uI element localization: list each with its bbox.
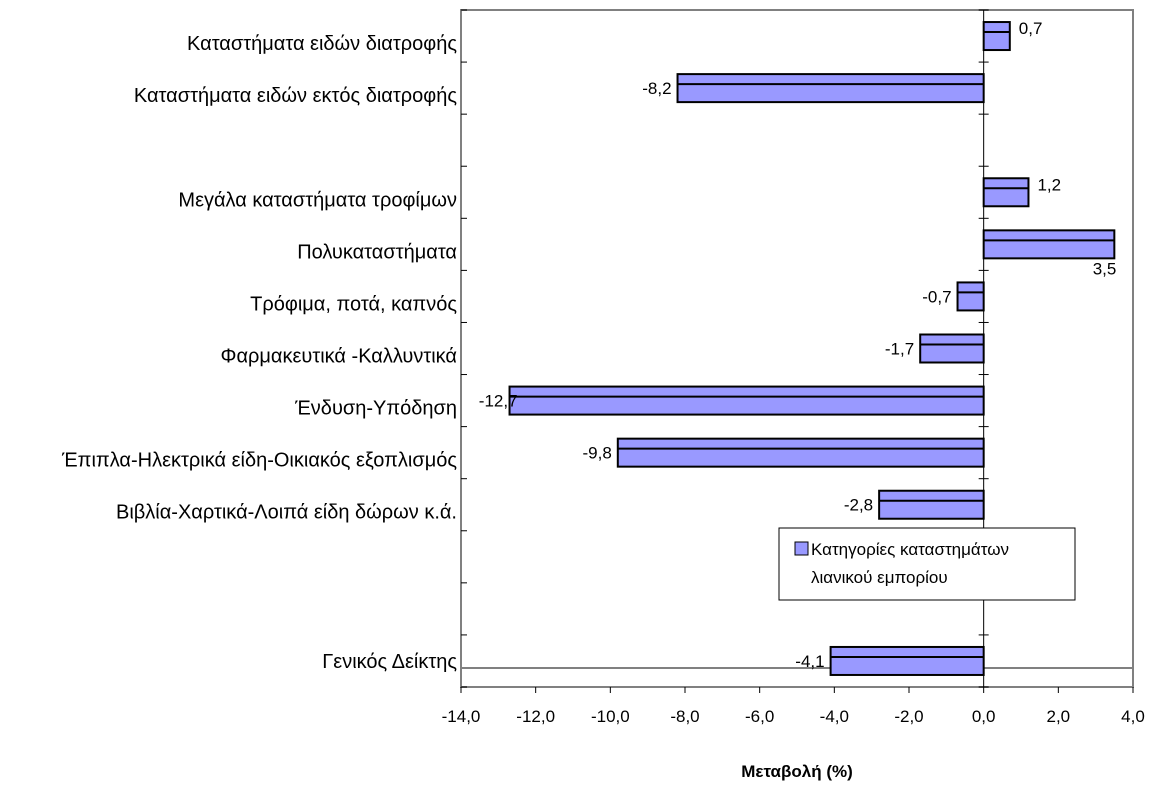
data-label: -8,2 [642, 79, 671, 98]
x-tick-label: -10,0 [591, 707, 630, 726]
x-tick-label: 0,0 [972, 707, 996, 726]
category-label: Έπιπλα-Ηλεκτρικά είδη-Οικιακός εξοπλισμό… [61, 450, 457, 472]
bar [508, 385, 985, 416]
category-label: Γενικός Δείκτης [322, 651, 457, 673]
legend-box [778, 527, 1076, 601]
category-label: Βιβλία-Χαρτικά-Λοιπά είδη δώρων κ.ά. [116, 502, 457, 524]
legend-text-line-2: λιανικού εμπορίου [811, 568, 948, 587]
x-tick-label: -6,0 [745, 707, 774, 726]
legend-text-line-1: Κατηγορίες καταστημάτων [811, 540, 1009, 559]
labels: -14,0 -12,0 -10,0 -8,0 -6,0 -4,0 -2,0 0,0 2,0 4,0… [61, 19, 1145, 726]
legend: Κατηγορίες καταστημάτων λιανικού εμπορίο… [778, 527, 1076, 601]
bar [878, 489, 985, 520]
data-label: -9,8 [583, 444, 612, 463]
data-label: 3,5 [1093, 259, 1117, 278]
x-tick-label: -14,0 [442, 707, 481, 726]
category-label: Τρόφιμα, ποτά, καπνός [250, 293, 457, 315]
x-axis-title: Μεταβολή (%) [741, 762, 853, 781]
data-label: -2,8 [844, 496, 873, 515]
bar [982, 21, 1011, 52]
x-tick-label: -2,0 [894, 707, 923, 726]
bar [919, 333, 985, 364]
legend-swatch [794, 541, 809, 556]
data-label: -1,7 [885, 340, 914, 359]
bar [982, 229, 1116, 260]
data-label: 1,2 [1037, 175, 1061, 194]
category-label: Μεγάλα καταστήματα τροφίμων [178, 189, 457, 211]
bars [508, 21, 1116, 676]
x-tick-label: 4,0 [1121, 707, 1145, 726]
bar [982, 177, 1030, 208]
data-label: -4,1 [795, 652, 824, 671]
bar [956, 281, 985, 312]
bar [676, 73, 985, 104]
category-label: Καταστήματα ειδών εκτός διατροφής [134, 85, 457, 107]
x-tick-label: -8,0 [670, 707, 699, 726]
data-label: -12,7 [479, 392, 518, 411]
x-tick-label: 2,0 [1047, 707, 1071, 726]
bar [829, 645, 985, 676]
category-label: Φαρμακευτικά -Καλλυντικά [221, 346, 458, 368]
data-label: -0,7 [922, 287, 951, 306]
category-label: Ένδυση-Υπόδηση [294, 398, 457, 420]
x-tick-label: -12,0 [516, 707, 555, 726]
data-label: 0,7 [1019, 19, 1043, 38]
category-label: Καταστήματα ειδών διατροφής [187, 33, 457, 55]
bar [616, 437, 985, 468]
category-label: Πολυκαταστήματα [297, 241, 457, 263]
x-tick-label: -4,0 [820, 707, 849, 726]
